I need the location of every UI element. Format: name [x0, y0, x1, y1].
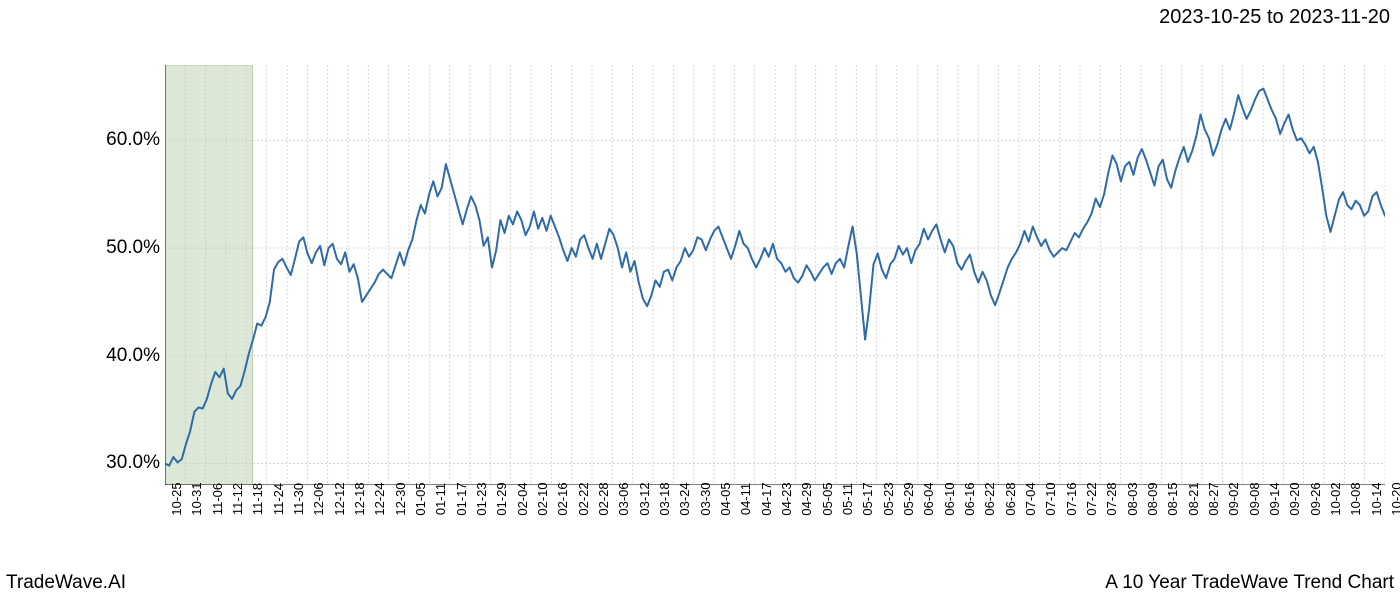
- x-tick-label: 05-05: [820, 482, 835, 515]
- x-tick-label: 11-30: [291, 483, 306, 515]
- x-tick-label: 07-10: [1043, 482, 1058, 515]
- x-tick-label: 12-18: [352, 482, 367, 515]
- x-tick-label: 09-08: [1247, 482, 1262, 515]
- x-tick-label: 03-18: [657, 482, 672, 515]
- x-axis: 10-2510-3111-0611-1211-1811-2411-3012-06…: [165, 495, 1385, 565]
- x-tick-label: 07-28: [1104, 482, 1119, 515]
- chart-plot-area: [165, 65, 1385, 485]
- x-tick-label: 01-23: [474, 482, 489, 515]
- x-tick-label: 10-02: [1328, 482, 1343, 515]
- x-tick-label: 10-08: [1348, 482, 1363, 515]
- x-tick-label: 09-02: [1226, 482, 1241, 515]
- y-tick-label: 60.0%: [106, 129, 160, 151]
- x-tick-label: 02-16: [555, 482, 570, 515]
- y-tick-label: 30.0%: [106, 452, 160, 474]
- x-tick-label: 11-24: [271, 483, 286, 515]
- x-tick-label: 08-27: [1206, 482, 1221, 515]
- x-tick-label: 07-22: [1084, 482, 1099, 515]
- x-tick-label: 05-11: [840, 483, 855, 515]
- x-tick-label: 12-12: [332, 482, 347, 515]
- x-tick-label: 09-26: [1308, 482, 1323, 515]
- x-tick-label: 10-14: [1369, 482, 1384, 515]
- x-tick-label: 03-06: [616, 482, 631, 515]
- x-tick-label: 03-30: [698, 482, 713, 515]
- x-tick-label: 08-21: [1186, 482, 1201, 515]
- x-tick-label: 12-24: [372, 482, 387, 515]
- x-tick-label: 02-10: [535, 482, 550, 515]
- x-tick-label: 04-23: [779, 482, 794, 515]
- x-tick-label: 02-28: [596, 482, 611, 515]
- x-tick-label: 06-28: [1003, 482, 1018, 515]
- x-tick-label: 04-17: [759, 482, 774, 515]
- x-tick-label: 10-25: [169, 482, 184, 515]
- x-tick-label: 11-12: [230, 483, 245, 515]
- x-tick-label: 11-18: [250, 483, 265, 515]
- x-tick-label: 05-23: [881, 482, 896, 515]
- x-tick-label: 12-30: [393, 482, 408, 515]
- x-tick-label: 09-14: [1267, 482, 1282, 515]
- brand-footer: TradeWave.AI: [6, 572, 126, 594]
- x-tick-label: 06-16: [962, 482, 977, 515]
- y-axis: 30.0% 40.0% 50.0% 60.0%: [90, 65, 160, 485]
- x-tick-label: 10-31: [189, 482, 204, 515]
- x-tick-label: 04-29: [799, 482, 814, 515]
- x-tick-label: 06-10: [942, 482, 957, 515]
- x-tick-label: 01-05: [413, 482, 428, 515]
- x-tick-label: 03-12: [637, 482, 652, 515]
- x-tick-label: 02-22: [576, 482, 591, 515]
- x-tick-label: 01-29: [494, 482, 509, 515]
- x-tick-label: 01-17: [454, 482, 469, 515]
- date-range-header: 2023-10-25 to 2023-11-20: [1159, 6, 1390, 29]
- chart-title-footer: A 10 Year TradeWave Trend Chart: [1105, 572, 1394, 594]
- x-tick-label: 01-11: [433, 483, 448, 515]
- x-tick-label: 04-05: [718, 482, 733, 515]
- x-tick-label: 05-29: [901, 482, 916, 515]
- x-tick-label: 03-24: [677, 482, 692, 515]
- x-tick-label: 06-04: [921, 482, 936, 515]
- x-tick-label: 10-20: [1389, 482, 1400, 515]
- x-tick-label: 04-11: [738, 483, 753, 515]
- y-tick-label: 50.0%: [106, 237, 160, 259]
- x-tick-label: 08-03: [1125, 482, 1140, 515]
- x-tick-label: 07-16: [1064, 482, 1079, 515]
- x-tick-label: 06-22: [982, 482, 997, 515]
- x-tick-label: 12-06: [311, 482, 326, 515]
- x-tick-label: 07-04: [1023, 482, 1038, 515]
- x-tick-label: 08-09: [1145, 482, 1160, 515]
- x-tick-label: 02-04: [515, 482, 530, 515]
- x-tick-label: 09-20: [1287, 482, 1302, 515]
- y-tick-label: 40.0%: [106, 345, 160, 367]
- line-chart-svg: [165, 65, 1385, 485]
- x-tick-label: 05-17: [860, 482, 875, 515]
- x-tick-label: 08-15: [1165, 482, 1180, 515]
- x-tick-label: 11-06: [210, 483, 225, 515]
